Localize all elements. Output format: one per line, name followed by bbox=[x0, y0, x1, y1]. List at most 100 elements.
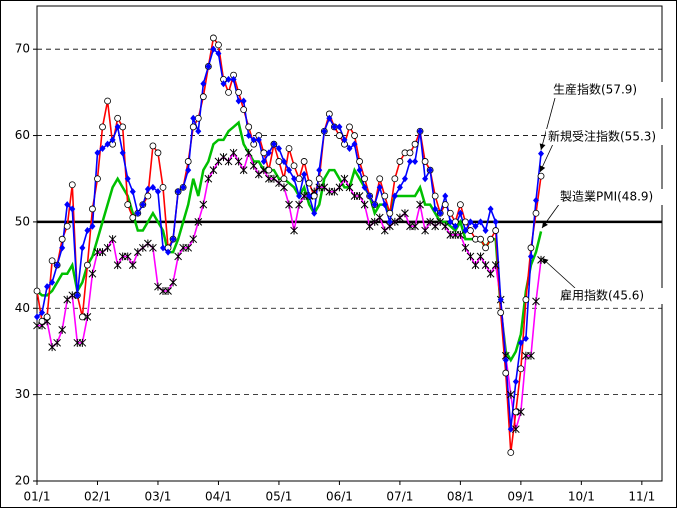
marker bbox=[205, 62, 212, 70]
marker bbox=[175, 188, 182, 196]
marker bbox=[467, 218, 474, 226]
y-tick-label: 60 bbox=[15, 128, 30, 142]
y-tick-label: 70 bbox=[15, 42, 30, 56]
x-tick-label: 10/1 bbox=[568, 490, 595, 504]
annotation-arrowhead bbox=[539, 165, 546, 172]
marker bbox=[113, 261, 122, 270]
marker bbox=[497, 296, 504, 304]
marker bbox=[462, 227, 469, 235]
marker bbox=[442, 192, 449, 200]
marker bbox=[396, 213, 404, 222]
x-tick-label: 01/1 bbox=[24, 490, 51, 504]
marker bbox=[104, 140, 111, 148]
marker bbox=[522, 335, 529, 342]
marker bbox=[114, 123, 121, 131]
marker bbox=[482, 244, 489, 252]
marker bbox=[189, 235, 198, 244]
marker bbox=[249, 161, 258, 170]
y-tick-label: 40 bbox=[15, 301, 30, 315]
marker bbox=[215, 50, 222, 57]
marker bbox=[295, 200, 303, 209]
marker bbox=[235, 97, 242, 105]
annotation-bg bbox=[551, 82, 669, 98]
marker bbox=[476, 252, 485, 261]
marker bbox=[335, 183, 344, 192]
marker bbox=[411, 140, 419, 148]
marker bbox=[149, 142, 157, 150]
marker bbox=[225, 75, 232, 83]
marker bbox=[356, 158, 363, 165]
x-tick-label: 02/1 bbox=[84, 490, 111, 504]
marker bbox=[169, 278, 177, 287]
marker bbox=[341, 136, 348, 144]
marker bbox=[239, 166, 248, 175]
marker bbox=[180, 183, 187, 191]
marker bbox=[290, 226, 298, 235]
x-tick-label: 06/1 bbox=[326, 490, 353, 504]
annotation-label: 製造業PMI(48.9) bbox=[560, 190, 653, 204]
marker bbox=[386, 209, 394, 217]
marker bbox=[491, 261, 500, 270]
marker bbox=[421, 158, 429, 165]
marker bbox=[391, 217, 399, 226]
marker bbox=[280, 175, 288, 183]
marker bbox=[457, 209, 464, 217]
marker bbox=[210, 45, 217, 53]
marker bbox=[190, 114, 197, 122]
marker bbox=[133, 248, 142, 257]
marker bbox=[149, 183, 156, 191]
marker bbox=[39, 309, 46, 317]
marker bbox=[486, 269, 495, 278]
marker bbox=[54, 261, 61, 269]
marker bbox=[447, 218, 454, 226]
marker bbox=[99, 145, 106, 152]
marker bbox=[285, 200, 293, 209]
marker bbox=[58, 235, 66, 243]
marker bbox=[114, 114, 122, 122]
marker bbox=[103, 243, 112, 252]
marker bbox=[44, 283, 51, 291]
marker bbox=[280, 157, 287, 165]
marker bbox=[506, 390, 515, 399]
marker bbox=[296, 192, 303, 200]
x-tick-label: 08/1 bbox=[447, 490, 474, 504]
marker bbox=[441, 201, 449, 209]
marker bbox=[396, 183, 403, 191]
marker bbox=[154, 188, 161, 196]
marker bbox=[360, 200, 369, 209]
marker bbox=[229, 148, 238, 157]
marker bbox=[194, 217, 203, 226]
marker bbox=[412, 157, 419, 165]
marker bbox=[416, 200, 424, 209]
marker bbox=[417, 127, 424, 135]
marker bbox=[320, 183, 329, 192]
marker bbox=[311, 209, 318, 217]
marker bbox=[477, 235, 484, 243]
marker bbox=[129, 214, 137, 221]
marker bbox=[537, 172, 545, 180]
marker bbox=[386, 218, 393, 226]
marker bbox=[512, 378, 519, 386]
marker bbox=[189, 123, 197, 131]
marker bbox=[74, 291, 81, 299]
marker bbox=[340, 174, 349, 183]
annotation-bg bbox=[558, 288, 676, 304]
marker bbox=[365, 222, 374, 231]
marker bbox=[471, 261, 480, 270]
marker bbox=[234, 157, 243, 166]
y-tick-label: 30 bbox=[15, 387, 30, 401]
marker bbox=[326, 114, 333, 122]
marker bbox=[240, 97, 247, 105]
marker bbox=[351, 132, 358, 139]
marker bbox=[527, 252, 534, 260]
marker bbox=[230, 75, 237, 83]
marker bbox=[492, 227, 500, 234]
marker bbox=[134, 209, 141, 217]
marker bbox=[532, 196, 539, 204]
marker bbox=[336, 123, 343, 131]
marker bbox=[351, 140, 358, 148]
marker bbox=[285, 145, 293, 152]
marker bbox=[78, 313, 86, 321]
marker bbox=[532, 297, 540, 306]
marker bbox=[275, 145, 282, 152]
